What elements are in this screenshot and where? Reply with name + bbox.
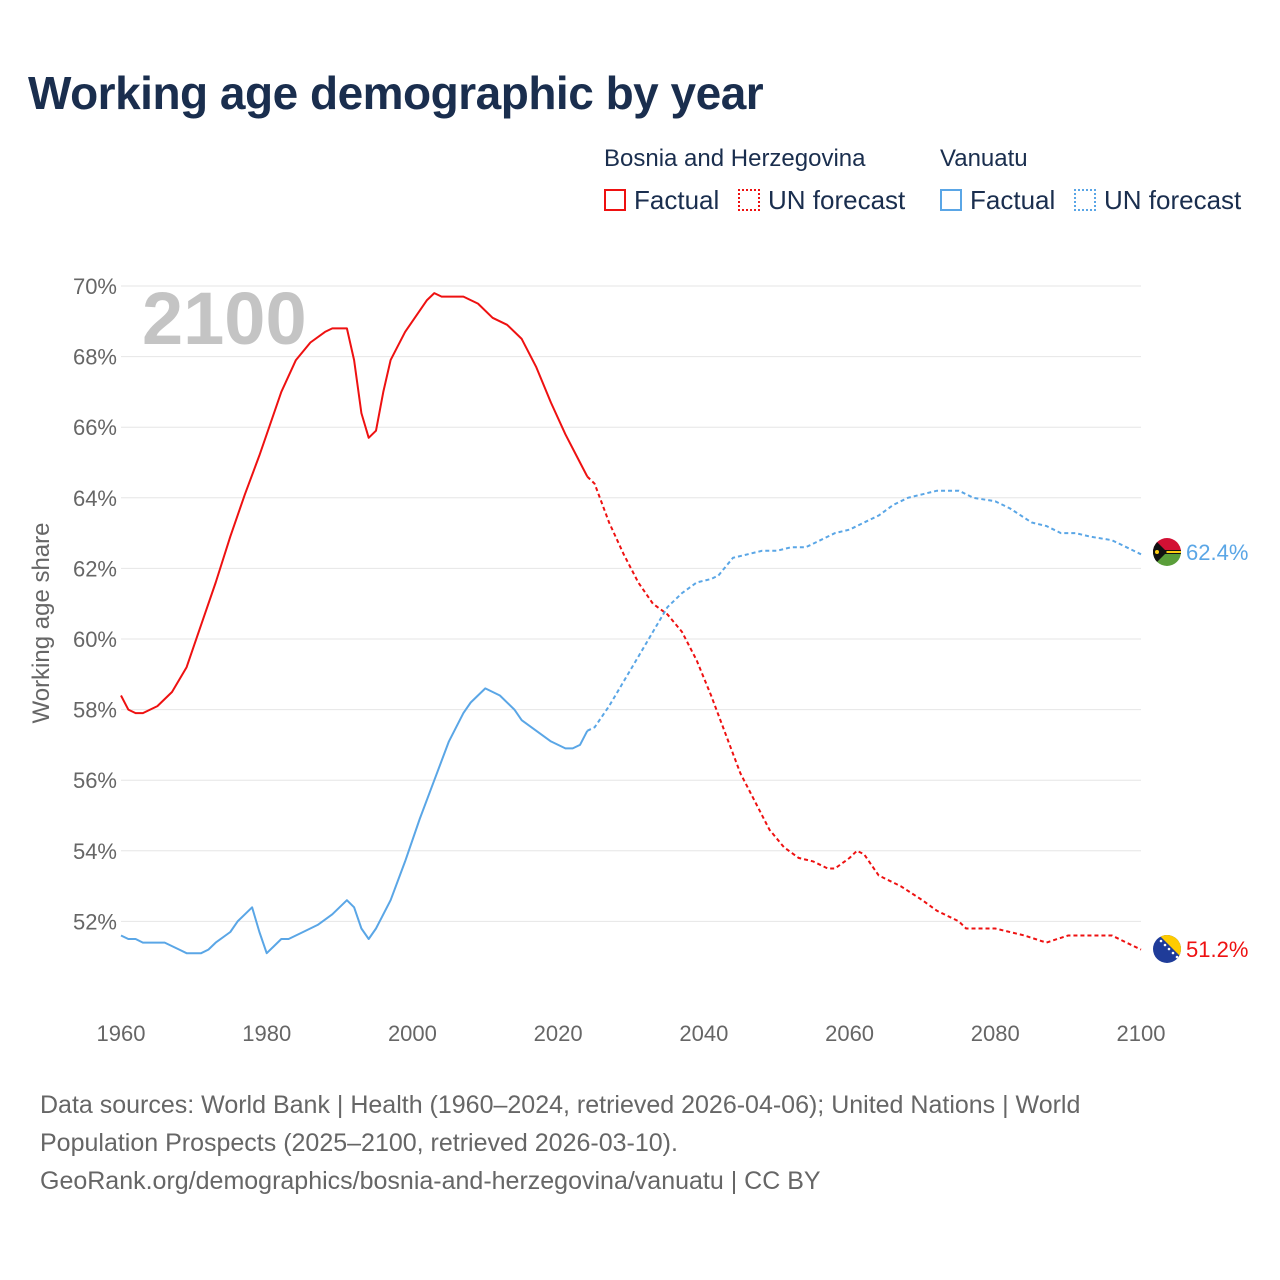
legend-swatch-bosnia-forecast	[738, 189, 760, 211]
legend-bosnia-forecast[interactable]: UN forecast	[738, 184, 906, 215]
x-tick-label: 1980	[242, 1021, 291, 1046]
bosnia-forecast-line	[586, 475, 1142, 951]
vanuatu-factual-line	[120, 687, 589, 955]
legend-group-vanuatu: Vanuatu	[940, 145, 1028, 172]
bosnia-factual-line	[120, 292, 589, 715]
legend-label: Factual	[970, 184, 1056, 215]
x-tick-label: 2100	[1117, 1021, 1166, 1046]
x-tick-label: 1960	[97, 1021, 146, 1046]
y-tick-label: 56%	[73, 768, 117, 793]
chart-svg: 2100 52% 54% 56% 58% 60% 62% 64% 66% 68% 70% 1960…	[73, 274, 1248, 1046]
vanuatu-forecast-line	[586, 489, 1142, 732]
legend-swatch-vanuatu-factual	[940, 189, 962, 211]
gridlines	[121, 285, 1141, 922]
legend-label: UN forecast	[768, 184, 906, 215]
legend-vanuatu-factual[interactable]: Factual	[940, 184, 1056, 215]
y-tick-label: 68%	[73, 345, 117, 370]
chart-title: Working age demographic by year	[28, 67, 764, 119]
legend-group-bosnia: Bosnia and Herzegovina	[604, 145, 866, 172]
series-lines	[120, 292, 1142, 955]
y-tick-label: 52%	[73, 909, 117, 934]
footer-line-1: Data sources: World Bank | Health (1960–…	[40, 1091, 1081, 1119]
footer-line-2: Population Prospects (2025–2100, retriev…	[40, 1129, 678, 1157]
y-tick-label: 70%	[73, 274, 117, 299]
x-tick-label: 2020	[534, 1021, 583, 1046]
vanuatu-flag-icon	[1153, 538, 1181, 566]
year-overlay: 2100	[142, 277, 307, 360]
bosnia-end-label: 51.2%	[1186, 937, 1248, 962]
legend-label: Factual	[634, 184, 720, 215]
x-tick-label: 2040	[679, 1021, 728, 1046]
footer-sources: Data sources: World Bank | Health (1960–…	[40, 1086, 1240, 1200]
legend-vanuatu-forecast[interactable]: UN forecast	[1074, 184, 1242, 215]
x-tick-labels: 1960 1980 2000 2020 2040 2060 2080 2100	[97, 1021, 1166, 1046]
y-tick-labels: 52% 54% 56% 58% 60% 62% 64% 66% 68% 70%	[73, 274, 117, 934]
y-tick-label: 64%	[73, 486, 117, 511]
y-tick-label: 60%	[73, 627, 117, 652]
y-tick-label: 62%	[73, 556, 117, 581]
footer-line-3[interactable]: GeoRank.org/demographics/bosnia-and-herz…	[40, 1167, 821, 1195]
x-tick-label: 2060	[825, 1021, 874, 1046]
vanuatu-end-label: 62.4%	[1186, 540, 1248, 565]
y-tick-label: 58%	[73, 698, 117, 723]
y-tick-label: 66%	[73, 415, 117, 440]
legend-bosnia-factual[interactable]: Factual	[604, 184, 720, 215]
x-tick-label: 2080	[971, 1021, 1020, 1046]
legend-swatch-bosnia-factual	[604, 189, 626, 211]
legend-label: UN forecast	[1104, 184, 1242, 215]
x-tick-label: 2000	[388, 1021, 437, 1046]
y-tick-label: 54%	[73, 839, 117, 864]
legend-swatch-vanuatu-forecast	[1074, 189, 1096, 211]
bosnia-flag-icon	[1153, 935, 1181, 963]
